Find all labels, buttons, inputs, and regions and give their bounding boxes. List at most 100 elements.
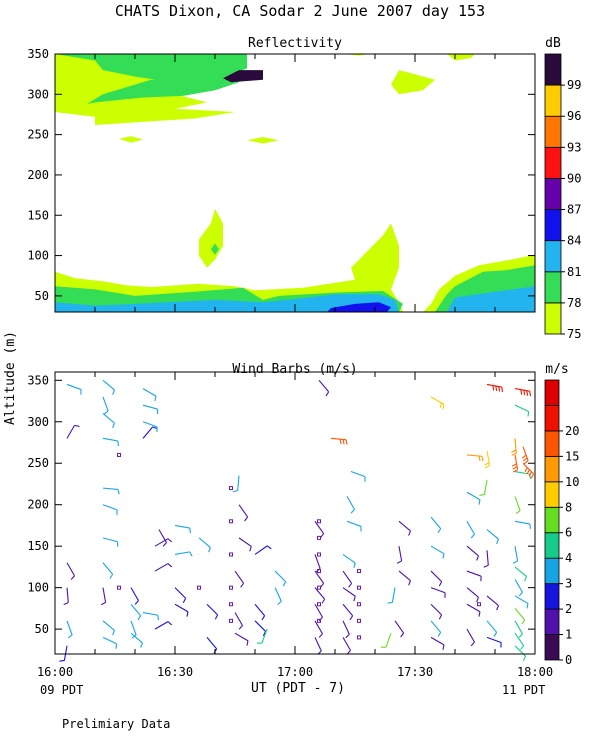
wind-barb — [314, 587, 326, 604]
wind-barb — [486, 620, 498, 637]
wind-barb — [102, 636, 118, 649]
reflectivity-region — [55, 54, 247, 83]
wind-barb — [206, 603, 219, 620]
wind-barb — [430, 396, 445, 410]
wind-barb — [198, 537, 212, 553]
colorbar-label: 87 — [567, 203, 581, 217]
wind-barb — [466, 628, 475, 647]
y-tick-label: 350 — [27, 47, 49, 61]
wind-barb — [466, 545, 480, 561]
reflectivity-colorbar-unit: dB — [545, 36, 561, 51]
wind-barb — [514, 579, 523, 597]
wind-barb — [430, 636, 445, 650]
wind-barb — [430, 516, 442, 534]
wind-barb — [102, 620, 116, 636]
x-tick-label: 17:00 — [277, 665, 313, 679]
wind-barb — [174, 551, 193, 557]
wind-barb — [130, 603, 142, 621]
wind-barb — [514, 496, 521, 515]
wind-barb — [314, 570, 325, 588]
calm-marker — [317, 585, 321, 590]
wind-barb — [394, 620, 405, 638]
x-tick-label: 16:00 — [37, 665, 73, 679]
wind-barb — [130, 620, 137, 639]
wind-barb — [486, 595, 500, 611]
wind-barb — [514, 520, 532, 529]
wind-barb — [514, 608, 526, 625]
wind-barb — [466, 491, 481, 505]
colorbar-swatch — [544, 53, 562, 86]
calm-marker — [229, 519, 233, 524]
wind-barb — [398, 520, 412, 536]
wind-barb — [154, 621, 173, 630]
wind-barb — [174, 587, 187, 603]
wind-barb — [174, 603, 189, 617]
x-tick-label: 18:00 — [517, 665, 553, 679]
wind-barb — [396, 546, 403, 564]
reflectivity-region — [247, 137, 279, 144]
wind-barb — [514, 595, 529, 609]
wind-barb — [66, 424, 80, 439]
colorbar-swatch — [544, 302, 562, 335]
wind-barb — [102, 437, 120, 446]
wind-barb — [66, 383, 82, 395]
colorbar-swatch — [544, 379, 560, 406]
wind-barb — [521, 446, 529, 465]
y-tick-label: 250 — [27, 128, 49, 142]
colorbar-swatch — [544, 84, 562, 117]
colorbar-label: 2 — [565, 602, 572, 616]
wind-barb — [142, 404, 159, 415]
wind-barb — [254, 620, 267, 637]
calm-marker — [477, 602, 481, 607]
calm-marker — [229, 602, 233, 607]
local-start-label: 09 PDT — [40, 683, 83, 697]
reflectivity-y-axis: 50 100 150 200 250 300 350 — [27, 47, 535, 303]
colorbar-label: 90 — [567, 171, 581, 185]
x-tick-label: 17:30 — [397, 665, 433, 679]
wind-barbs-plot-frame — [54, 371, 536, 655]
colorbar-swatch — [544, 178, 562, 210]
wind-barb — [102, 413, 116, 428]
wind-barb — [100, 587, 107, 606]
y-tick-label: 300 — [27, 415, 49, 429]
calm-marker — [357, 569, 361, 574]
y-tick-label: 100 — [27, 249, 49, 263]
calm-marker — [117, 585, 121, 590]
wind-barb — [430, 620, 442, 637]
calm-marker — [357, 585, 361, 590]
reflectivity-colorbar: 75 78 81 84 87 90 93 96 99 — [544, 53, 581, 341]
wind-barb — [254, 545, 272, 555]
wind-barb — [234, 632, 249, 646]
wind-barb — [342, 554, 356, 569]
wind-barb — [256, 628, 268, 644]
wind-barb — [486, 636, 502, 648]
colorbar-swatch — [544, 455, 560, 483]
y-axis-label: Altitude (m) — [3, 331, 18, 425]
colorbar-swatch — [544, 240, 562, 273]
wind-barb — [511, 454, 519, 473]
wind-barb — [102, 562, 114, 579]
wind-barb — [430, 545, 445, 559]
wind-barb — [63, 587, 69, 606]
wind-barb — [342, 620, 350, 639]
wind-barb — [66, 562, 75, 580]
wind-barb — [342, 603, 354, 621]
wind-barb — [466, 587, 480, 603]
wind-barb — [142, 421, 158, 432]
colorbar-label: 4 — [565, 551, 572, 565]
local-end-label: 11 PDT — [502, 683, 545, 697]
colorbar-label: 93 — [567, 140, 581, 154]
colorbar-swatch — [544, 634, 560, 661]
colorbar-label: 6 — [565, 526, 572, 540]
reflectivity-title: Reflectivity — [248, 36, 342, 51]
wind-barb — [514, 566, 528, 582]
wind-barb — [346, 520, 362, 532]
wind-barb — [102, 379, 116, 395]
wind-barb — [514, 645, 527, 662]
y-tick-label: 250 — [27, 456, 49, 470]
colorbar-label: 84 — [567, 234, 581, 248]
wind-barb — [466, 570, 482, 582]
reflectivity-region — [199, 208, 223, 268]
